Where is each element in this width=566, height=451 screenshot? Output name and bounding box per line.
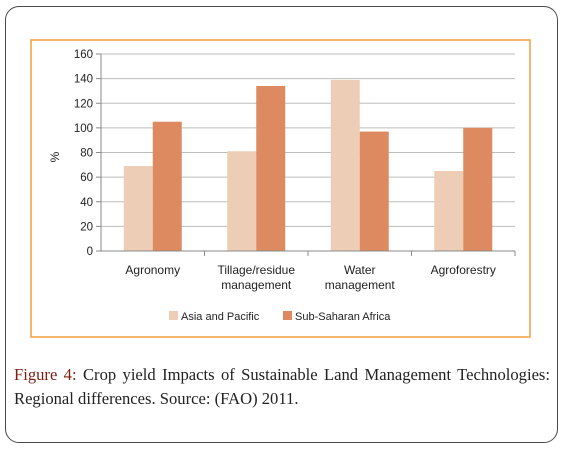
x-category-label: Agronomy: [125, 263, 180, 277]
y-tick-label: 40: [80, 197, 93, 209]
y-tick-label: 60: [80, 172, 93, 184]
y-axis-ticks: 0 20 40 60 80 100 120 140 160: [74, 49, 101, 258]
x-category-label: Agroforestry: [431, 263, 496, 277]
y-tick-label: 80: [80, 148, 93, 160]
y-tick-label: 0: [87, 246, 93, 258]
x-category-label: Water: [344, 263, 376, 277]
chart-border: [30, 39, 531, 338]
figure-label: Figure 4:: [14, 365, 77, 384]
y-axis-label: %: [48, 151, 62, 162]
bar: [227, 151, 257, 251]
legend-swatch: [283, 311, 292, 320]
y-tick-label: 120: [74, 98, 93, 110]
bar: [256, 86, 286, 251]
legend: Asia and Pacific Sub-Saharan Africa: [169, 311, 391, 323]
y-tick-label: 140: [74, 74, 93, 86]
x-category-label: management: [221, 278, 292, 292]
bar: [152, 121, 182, 251]
bar: [434, 170, 464, 251]
legend-label: Asia and Pacific: [181, 311, 260, 323]
bar: [330, 79, 360, 251]
legend-swatch: [169, 311, 178, 320]
x-axis-categories: Agronomy Tillage/residuemanagementWaterma…: [125, 263, 496, 292]
bars: [123, 79, 493, 251]
figure-caption: Figure 4: Crop yield Impacts of Sustaina…: [14, 363, 550, 411]
axes: [100, 54, 516, 256]
y-tick-label: 20: [80, 221, 93, 233]
bar: [359, 131, 389, 251]
caption-text: Crop yield Impacts of Sustainable Land M…: [14, 365, 551, 408]
x-category-label: Tillage/residue: [217, 263, 295, 277]
x-category-label: management: [325, 278, 396, 292]
bar: [123, 166, 153, 251]
bar: [463, 127, 493, 251]
y-tick-label: 100: [74, 123, 93, 135]
legend-label: Sub-Saharan Africa: [295, 311, 391, 323]
y-tick-label: 160: [74, 49, 93, 61]
bar-chart: 0 20 40 60 80 100 120 140 160 Agronomy Tillage/re…: [30, 39, 531, 338]
